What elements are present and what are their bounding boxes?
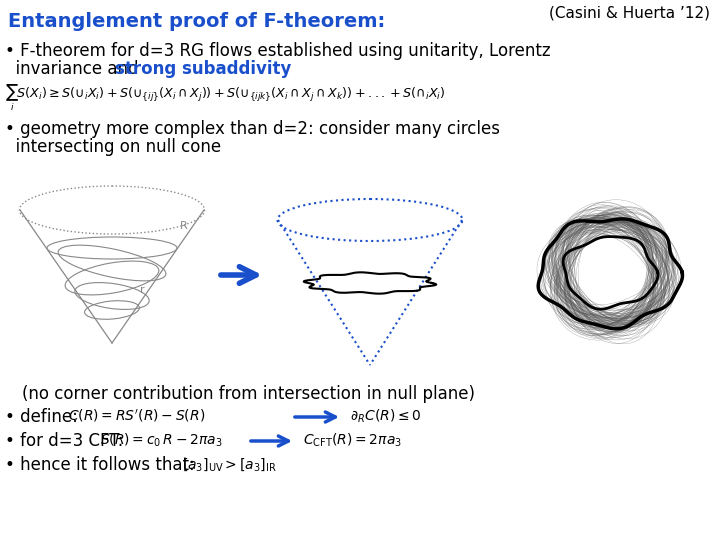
Text: • define:: • define: xyxy=(5,408,78,426)
Text: invariance and: invariance and xyxy=(5,60,144,78)
Text: (no corner contribution from intersection in null plane): (no corner contribution from intersectio… xyxy=(22,385,475,403)
Text: $[a_3]_{\mathrm{UV}} > [a_3]_{\mathrm{IR}}$: $[a_3]_{\mathrm{UV}} > [a_3]_{\mathrm{IR… xyxy=(182,456,276,473)
Text: $\sum_{i} S(X_i) \geq S(\cup_i X_i) + S(\cup_{\{ij\}}(X_i \cap X_j)) + S(\cup_{\: $\sum_{i} S(X_i) \geq S(\cup_i X_i) + S(… xyxy=(5,83,446,113)
Text: strong subaddivity: strong subaddivity xyxy=(115,60,292,78)
Text: $C_{\mathrm{CFT}}(R) = 2\pi a_3$: $C_{\mathrm{CFT}}(R) = 2\pi a_3$ xyxy=(303,432,402,449)
Text: $\partial_R C(R) \leq 0$: $\partial_R C(R) \leq 0$ xyxy=(350,408,421,426)
Text: intersecting on null cone: intersecting on null cone xyxy=(5,138,221,156)
Text: r: r xyxy=(140,285,145,295)
Text: • for d=3 CFT:: • for d=3 CFT: xyxy=(5,432,123,450)
Text: $C(R) = RS^{\prime}(R) - S(R)$: $C(R) = RS^{\prime}(R) - S(R)$ xyxy=(68,408,205,424)
Text: (Casini & Huerta ’12): (Casini & Huerta ’12) xyxy=(549,5,710,20)
Text: • hence it follows that:: • hence it follows that: xyxy=(5,456,194,474)
Text: • geometry more complex than d=2: consider many circles: • geometry more complex than d=2: consid… xyxy=(5,120,500,138)
Text: • F-theorem for d=3 RG flows established using unitarity, Lorentz: • F-theorem for d=3 RG flows established… xyxy=(5,42,551,60)
Text: Entanglement proof of F-theorem:: Entanglement proof of F-theorem: xyxy=(8,12,385,31)
Text: R: R xyxy=(180,221,188,231)
Text: $S(R) = c_0\, R - 2\pi a_3$: $S(R) = c_0\, R - 2\pi a_3$ xyxy=(100,432,222,449)
